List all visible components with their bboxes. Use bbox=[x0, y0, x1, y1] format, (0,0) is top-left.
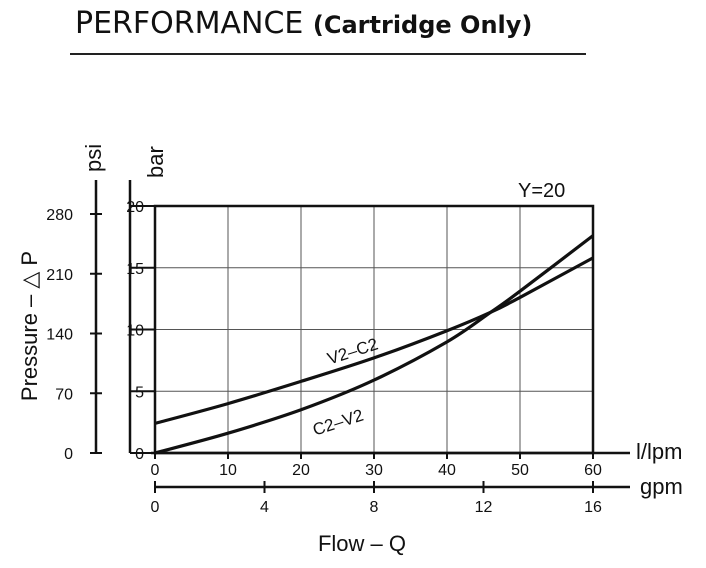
series-line-2 bbox=[154, 234, 594, 455]
gpm-tick-label: 8 bbox=[370, 499, 379, 516]
axes: 0 10 20 30 40 50 60 l/lpm 0 4 8 12 16 gpm 0 5 10 15 20 bar 0… bbox=[46, 144, 683, 516]
psi-tick-label: 140 bbox=[46, 327, 73, 344]
x-tick-label: 30 bbox=[365, 462, 383, 479]
y-axis-label: Pressure – △ P bbox=[17, 251, 42, 401]
x-tick-label: 0 bbox=[151, 462, 160, 479]
page-title: PERFORMANCE (Cartridge Only) bbox=[75, 6, 532, 41]
y-unit-primary: bar bbox=[143, 146, 168, 178]
grid bbox=[155, 206, 593, 453]
psi-tick-label: 280 bbox=[46, 207, 73, 224]
y-unit-secondary: psi bbox=[81, 144, 106, 172]
bar-tick-label: 15 bbox=[126, 261, 144, 278]
x-axis-label: Flow – Q bbox=[318, 531, 406, 556]
psi-tick-label: 0 bbox=[64, 446, 73, 463]
title-main: PERFORMANCE bbox=[75, 6, 304, 41]
bar-tick-label: 5 bbox=[135, 384, 144, 401]
bar-tick-label: 0 bbox=[135, 446, 144, 463]
gpm-tick-label: 4 bbox=[260, 499, 269, 516]
x-tick-label: 40 bbox=[438, 462, 456, 479]
psi-tick-label: 70 bbox=[55, 386, 73, 403]
x-tick-label: 20 bbox=[292, 462, 310, 479]
bar-tick-label: 20 bbox=[126, 199, 144, 216]
x-tick-label: 10 bbox=[219, 462, 237, 479]
title-sub: (Cartridge Only) bbox=[312, 11, 533, 39]
series-label-2: C2–V2 bbox=[310, 406, 365, 440]
title-divider bbox=[70, 53, 586, 55]
x-tick-label: 50 bbox=[511, 462, 529, 479]
x-tick-label: 60 bbox=[584, 462, 602, 479]
bar-tick-label: 10 bbox=[126, 323, 144, 340]
x-unit-primary: l/lpm bbox=[636, 439, 682, 464]
psi-tick-label: 210 bbox=[46, 267, 73, 284]
gpm-tick-label: 12 bbox=[475, 499, 493, 516]
series-line-1 bbox=[154, 256, 594, 425]
gpm-tick-label: 0 bbox=[151, 499, 160, 516]
x-unit-secondary: gpm bbox=[640, 474, 683, 499]
gpm-tick-label: 16 bbox=[584, 499, 602, 516]
y-annotation: Y=20 bbox=[518, 180, 565, 202]
